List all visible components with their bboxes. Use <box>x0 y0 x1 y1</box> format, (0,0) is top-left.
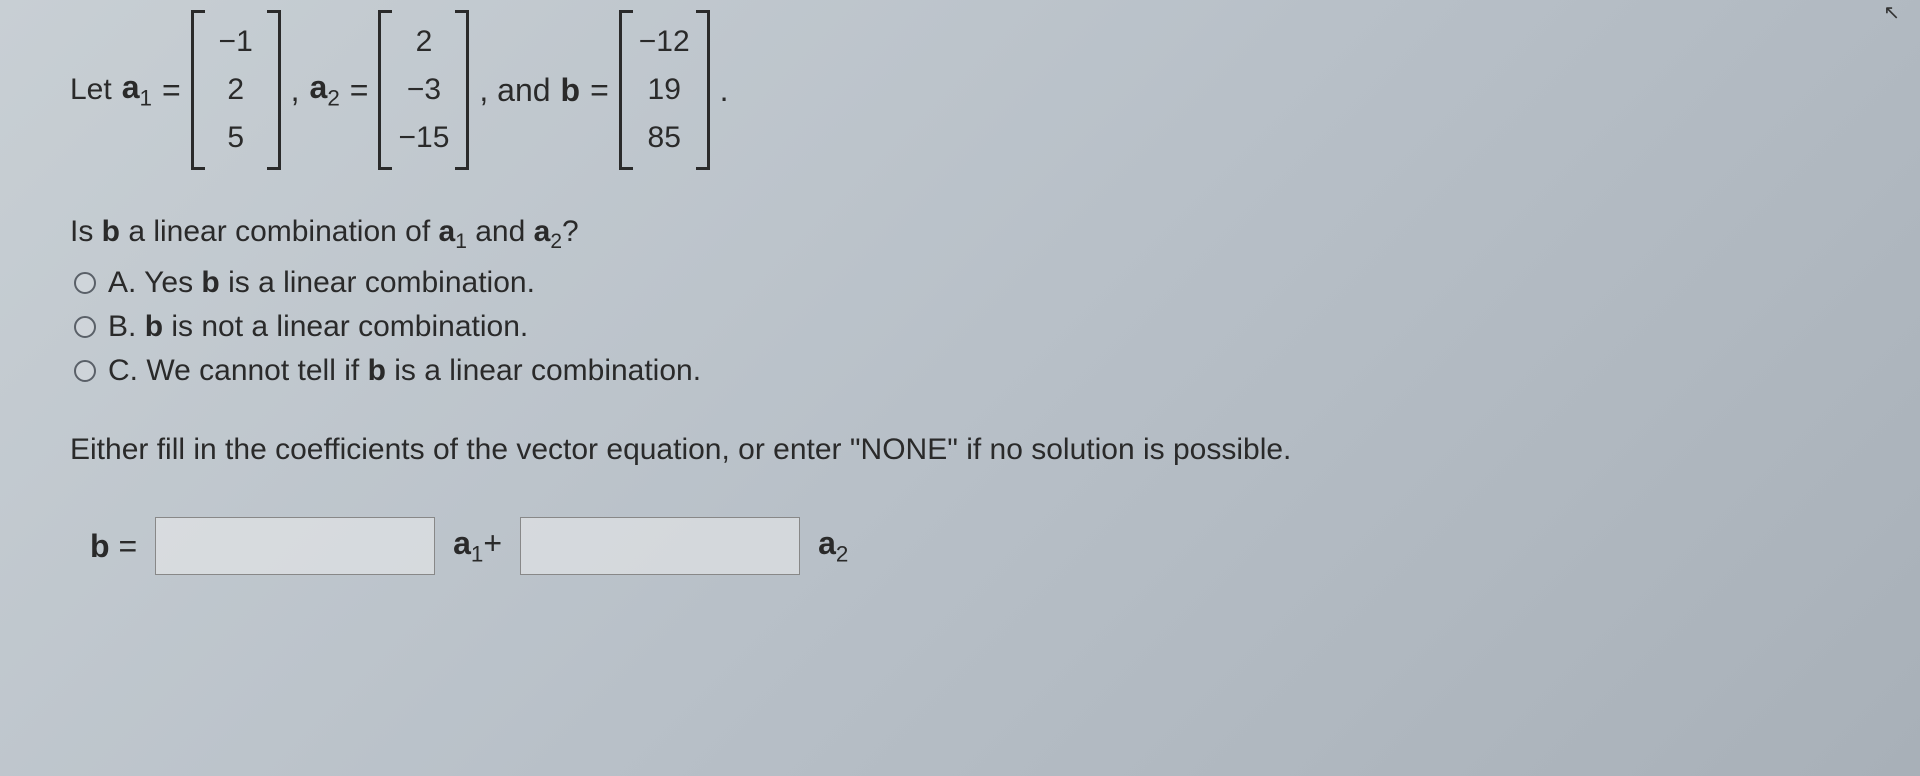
radio-a[interactable] <box>74 272 96 294</box>
radio-b[interactable] <box>74 316 96 338</box>
answer-a1-label: a1+ <box>453 525 502 567</box>
equals-3: = <box>590 72 609 109</box>
coefficient-2-input[interactable] <box>520 517 800 575</box>
radio-c[interactable] <box>74 360 96 382</box>
option-a-label: A. Yes b is a linear combination. <box>108 266 535 300</box>
a2-cell-2: −15 <box>398 114 449 162</box>
a1-symbol: a1 <box>122 69 152 111</box>
a2-cell-1: −3 <box>398 66 449 114</box>
option-c-label: C. We cannot tell if b is a linear combi… <box>108 354 701 388</box>
comma-1: , <box>291 72 300 109</box>
equals-2: = <box>350 72 369 109</box>
b-cell-1: 19 <box>639 66 690 114</box>
equals-1: = <box>162 72 181 109</box>
and-text: , and <box>479 72 550 109</box>
a2-symbol: a2 <box>310 69 340 111</box>
b-cell-0: −12 <box>639 18 690 66</box>
a2-cell-0: 2 <box>398 18 449 66</box>
period: . <box>720 72 729 109</box>
vector-definitions: Let a1 = −1 2 5 , a2 = 2 −3 −15 , and <box>70 10 1850 170</box>
a1-cell-0: −1 <box>211 18 261 66</box>
answer-a2-label: a2 <box>818 525 848 567</box>
instruction-text: Either fill in the coefficients of the v… <box>70 433 1850 467</box>
option-c[interactable]: C. We cannot tell if b is a linear combi… <box>70 354 1850 388</box>
let-label: Let <box>70 73 112 107</box>
option-a[interactable]: A. Yes b is a linear combination. <box>70 266 1850 300</box>
matrix-b: −12 19 85 <box>619 10 710 170</box>
option-b[interactable]: B. b is not a linear combination. <box>70 310 1850 344</box>
question-text: Is b a linear combination of a1 and a2? <box>70 215 1850 254</box>
option-b-label: B. b is not a linear combination. <box>108 310 528 344</box>
a1-cell-2: 5 <box>211 114 261 162</box>
b-symbol: b <box>561 72 581 109</box>
matrix-a1: −1 2 5 <box>191 10 281 170</box>
coefficient-1-input[interactable] <box>155 517 435 575</box>
cursor-icon: ↖ <box>1883 0 1900 25</box>
matrix-a2: 2 −3 −15 <box>378 10 469 170</box>
b-cell-2: 85 <box>639 114 690 162</box>
answer-b-label: b = <box>90 528 137 565</box>
a1-cell-1: 2 <box>211 66 261 114</box>
answer-row: b = a1+ a2 <box>70 517 1850 575</box>
